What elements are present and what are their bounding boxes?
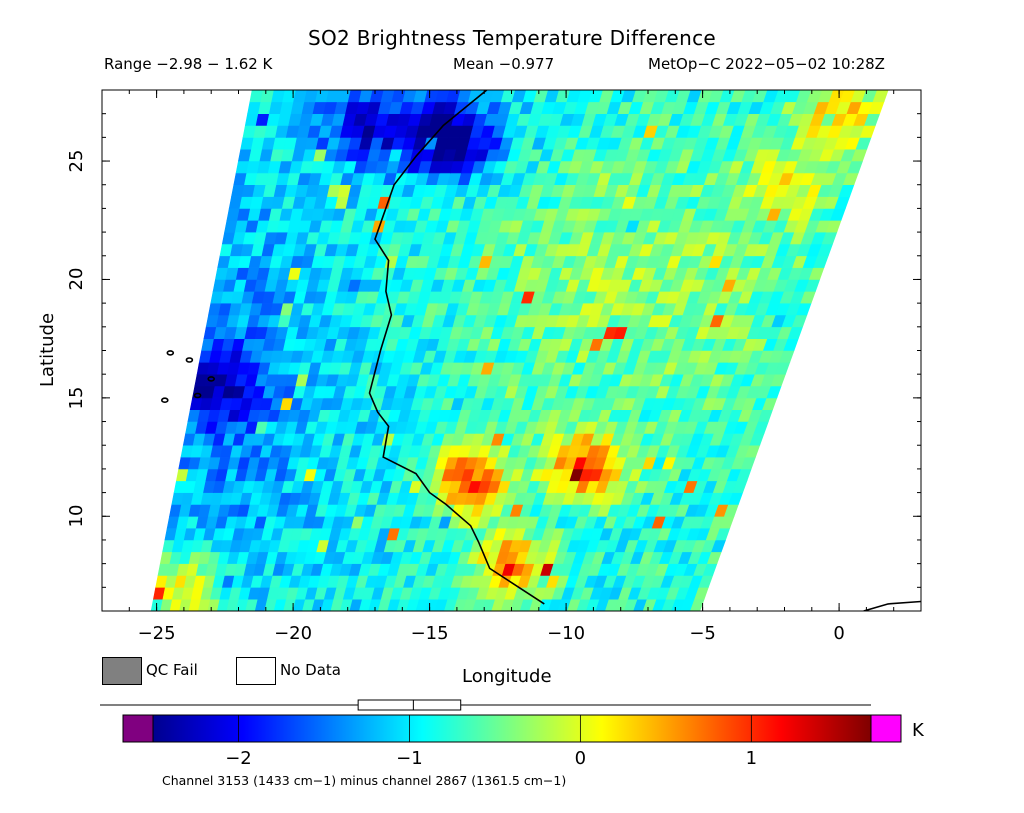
swath-cell [839,90,856,103]
swath-cell [741,90,757,103]
coastline-gulf [863,600,921,611]
island [166,350,175,356]
x-tick-label: −20 [274,623,313,644]
island [161,397,169,404]
channel-footnote: Channel 3153 (1433 cm−1) minus channel 2… [162,773,567,788]
satellite-time-readout: MetOp−C 2022−05−02 10:28Z [648,55,885,73]
swath-cell [304,90,319,103]
coastline [161,90,921,611]
swath-cell [642,90,659,103]
swath-cells [150,90,889,611]
swath-cell [326,90,341,103]
colorbar-tick-label: 1 [745,748,758,769]
swath-cell [752,90,768,103]
swath-cell [610,90,626,103]
y-tick-label: 25 [66,149,87,173]
swath-cell [555,90,571,103]
range-readout: Range −2.98 − 1.62 K [104,55,273,73]
colorbar-tick-label: −1 [396,748,423,769]
swath-cell [599,90,615,103]
y-tick-label: 10 [66,504,87,528]
x-tick-label: 0 [833,623,845,644]
swath-cell [533,90,549,103]
swath-cell [806,90,823,103]
colorbar-gradient [152,714,872,743]
island [193,392,202,399]
swath-cell [653,90,670,103]
swath-cell [315,90,330,103]
swath-cell [796,90,812,103]
colorbar-over [870,714,902,743]
swath-cell [817,90,834,103]
x-tick-label: −10 [547,623,586,644]
x-tick-label: −25 [137,623,176,644]
swath-cell [369,90,385,103]
x-tick-label: −15 [410,623,449,644]
colorbar-tick-label: −2 [225,748,252,769]
swath-cell [621,90,637,103]
swath-cell [632,90,648,103]
swath-cell [358,90,374,103]
qc-fail-swatch [102,657,142,685]
swath-cell [380,90,396,103]
swath-cell [828,90,845,103]
boxplot-box [357,699,462,711]
chart-title: SO2 Brightness Temperature Difference [308,26,716,50]
swath-cell [522,90,538,103]
swath-cell [785,90,801,103]
swath-cell [468,90,483,103]
swath-cell [708,90,725,103]
swath-cell [271,90,286,103]
swath-cell [511,90,527,103]
mean-readout: Mean −0.977 [453,55,555,73]
island [185,357,194,363]
y-axis-label: Latitude [37,312,58,388]
swath-cell [424,90,439,103]
colorbar-unit: K [912,720,924,741]
coastline-africa [368,90,545,605]
swath-cell [435,90,450,103]
swath-cell [664,90,681,103]
x-tick-label: −5 [689,623,716,644]
y-tick-label: 15 [66,386,87,410]
swath-cell [577,90,593,103]
axis-ticks [101,89,922,612]
swath-cell [675,90,692,103]
swath-cell [293,90,308,103]
x-axis-label: Longitude [462,666,552,687]
swath-cell [719,90,736,103]
distribution-boxplot [100,699,871,711]
swath-cell [260,90,275,103]
colorbar-under [122,714,154,743]
swath-cell [686,90,703,103]
swath-cell [763,90,779,103]
swath-cell [588,90,604,103]
y-tick-label: 20 [66,268,87,291]
swath-cell [872,90,889,103]
swath-cell [861,90,878,103]
no-data-label: No Data [280,661,341,679]
colorbar-tick-label: 0 [574,748,587,769]
no-data-swatch [236,657,276,685]
swath-cell [850,90,867,103]
swath-cell [544,90,560,103]
swath-cell [402,90,418,103]
swath-cell [413,90,428,103]
swath-cell [730,90,747,103]
colorbar [122,714,902,743]
swath-cell [566,90,582,103]
swath-cell [347,90,363,103]
qc-fail-label: QC Fail [146,661,198,679]
swath-cell [490,90,505,103]
swath-cell [457,90,472,103]
swath-cell [249,90,264,103]
swath-cell [774,90,790,103]
island [207,376,215,382]
swath-cell [697,90,714,103]
